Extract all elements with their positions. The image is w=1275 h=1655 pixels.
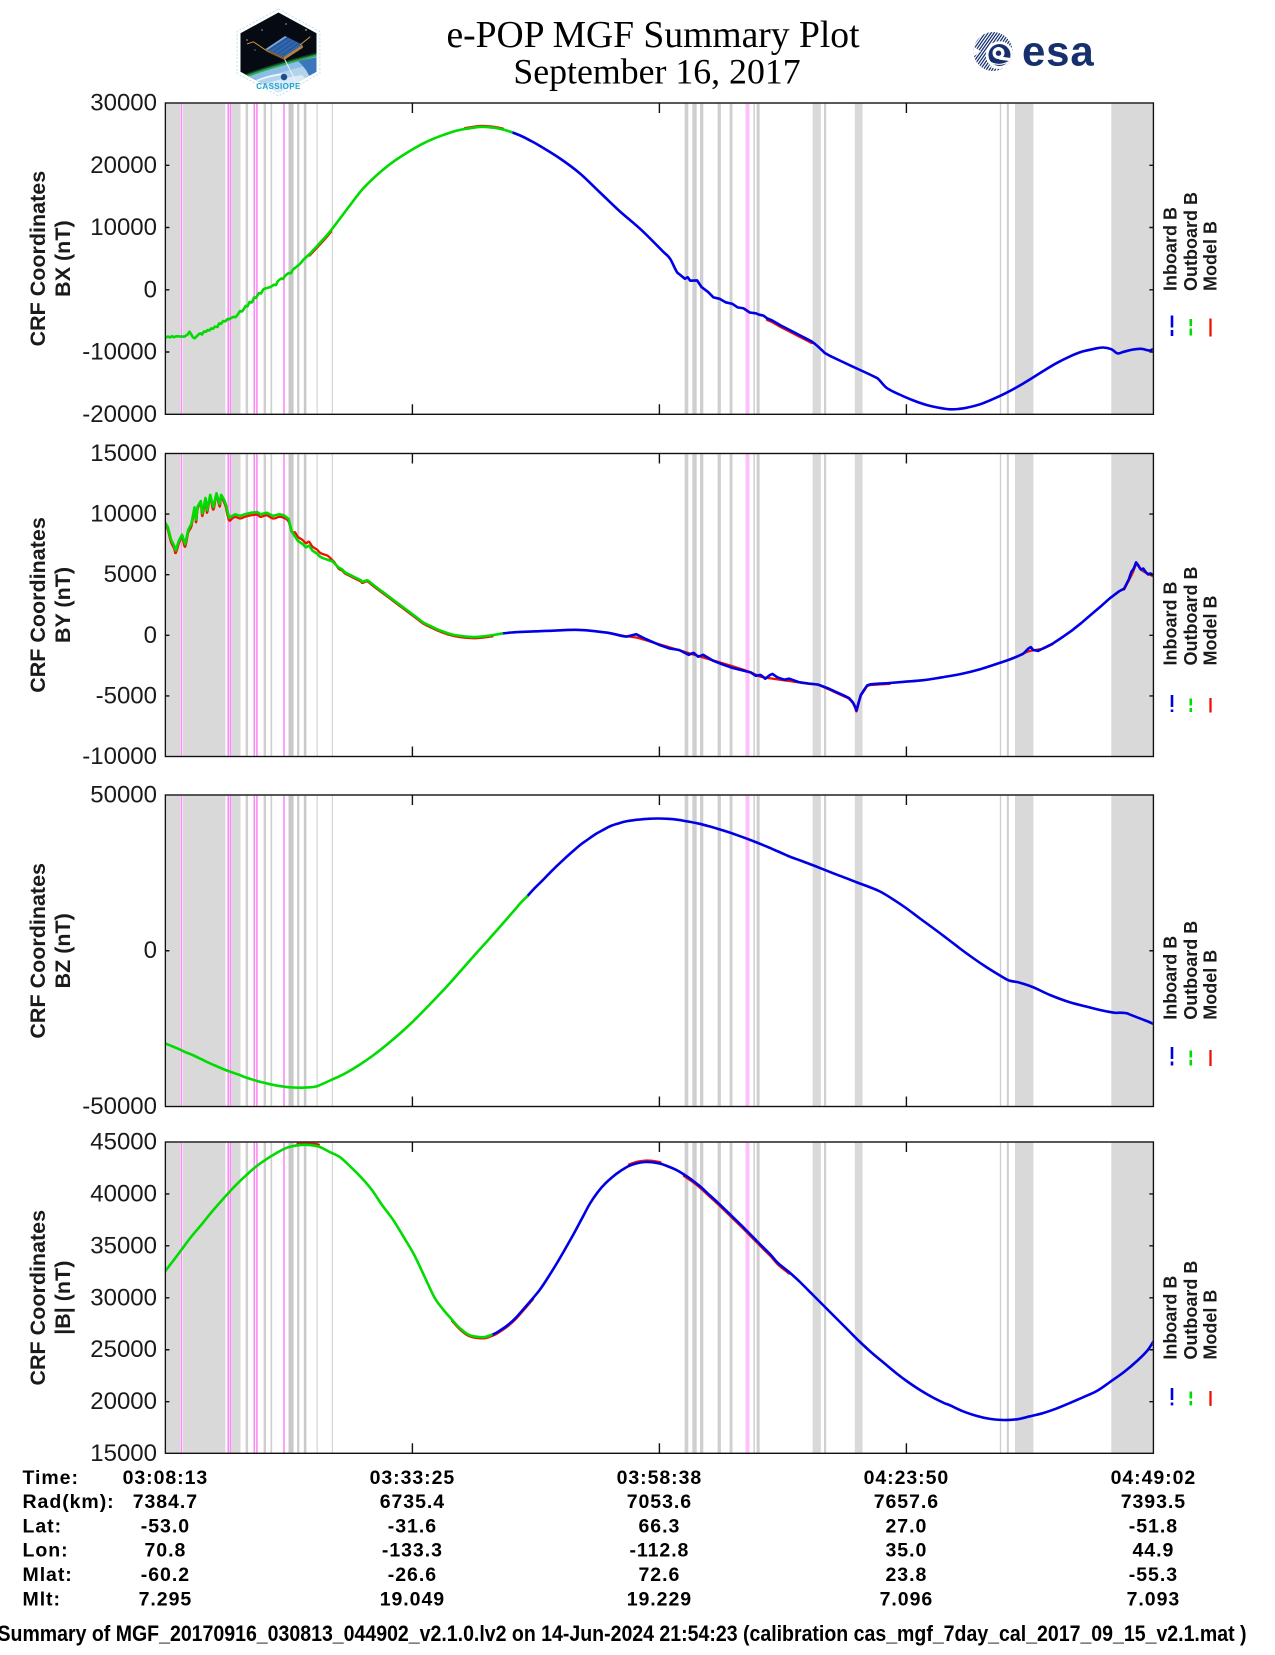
svg-text:04:49:02: 04:49:02 [1111,1467,1197,1489]
svg-text:CRF Coordinates: CRF Coordinates [26,517,50,693]
svg-text:Outboard B: Outboard B [1181,921,1201,1020]
svg-text:35.0: 35.0 [886,1540,928,1562]
svg-text:23.8: 23.8 [886,1564,928,1586]
svg-text:-53.0: -53.0 [141,1515,190,1537]
svg-text:-5000: -5000 [96,682,157,709]
svg-text:September 16, 2017: September 16, 2017 [513,52,800,92]
svg-text:CRF Coordinates: CRF Coordinates [26,863,50,1039]
svg-text:-10000: -10000 [82,339,157,366]
svg-text:0: 0 [144,276,157,303]
svg-text:-55.3: -55.3 [1129,1564,1178,1586]
svg-text:-10000: -10000 [82,743,157,770]
svg-text:Model B: Model B [1201,1290,1221,1360]
svg-text:03:33:25: 03:33:25 [370,1467,456,1489]
svg-text:7393.5: 7393.5 [1121,1491,1186,1513]
svg-text:0: 0 [144,937,157,964]
svg-text:27.0: 27.0 [886,1515,928,1537]
svg-text:04:23:50: 04:23:50 [864,1467,950,1489]
svg-text:Summary of MGF_20170916_030813: Summary of MGF_20170916_030813_044902_v2… [0,1621,1247,1646]
svg-text:10000: 10000 [90,214,157,241]
svg-text:7053.6: 7053.6 [627,1491,692,1513]
svg-text:-51.8: -51.8 [1129,1515,1178,1537]
svg-text:66.3: 66.3 [639,1515,681,1537]
svg-text:Inboard B: Inboard B [1161,936,1181,1020]
svg-text:-31.6: -31.6 [388,1515,437,1537]
svg-text:Outboard B: Outboard B [1181,192,1201,291]
svg-text:44.9: 44.9 [1133,1540,1175,1562]
svg-text:esa: esa [1022,28,1094,75]
svg-text:CRF Coordinates: CRF Coordinates [26,1210,50,1386]
svg-text:-60.2: -60.2 [141,1564,190,1586]
svg-text:7.096: 7.096 [880,1588,934,1610]
svg-text:45000: 45000 [90,1129,157,1156]
svg-text:70.8: 70.8 [145,1540,187,1562]
svg-text:Inboard B: Inboard B [1161,207,1181,291]
svg-text:-50000: -50000 [82,1093,157,1120]
svg-text:Rad(km):: Rad(km): [23,1491,115,1513]
svg-text:-112.8: -112.8 [629,1540,689,1562]
svg-text:Outboard B: Outboard B [1181,1261,1201,1360]
svg-text:|B| (nT): |B| (nT) [51,1261,75,1335]
svg-text:10000: 10000 [90,501,157,528]
svg-text:-133.3: -133.3 [382,1540,443,1562]
svg-text:19.229: 19.229 [627,1588,692,1610]
svg-text:Inboard B: Inboard B [1161,1276,1181,1360]
svg-text:CASSIOPE: CASSIOPE [256,82,301,91]
svg-text:40000: 40000 [90,1180,157,1207]
svg-text:Outboard B: Outboard B [1181,567,1201,666]
svg-text:Time:: Time: [23,1467,79,1489]
svg-text:BX (nT): BX (nT) [51,220,75,296]
svg-text:5000: 5000 [104,561,157,588]
svg-text:7384.7: 7384.7 [133,1491,198,1513]
svg-text:19.049: 19.049 [380,1588,445,1610]
svg-text:Inboard B: Inboard B [1161,582,1181,666]
svg-text:Model B: Model B [1201,596,1221,666]
svg-text:30000: 30000 [90,90,157,117]
svg-text:Lon:: Lon: [23,1540,69,1562]
svg-text:BY (nT): BY (nT) [51,567,75,643]
svg-text:-26.6: -26.6 [388,1564,437,1586]
svg-text:-20000: -20000 [82,401,157,428]
svg-text:6735.4: 6735.4 [380,1491,445,1513]
svg-text:Mlat:: Mlat: [23,1564,73,1586]
svg-text:35000: 35000 [90,1232,157,1259]
svg-text:7.093: 7.093 [1127,1588,1181,1610]
svg-text:50000: 50000 [90,782,157,809]
svg-text:Model B: Model B [1201,221,1221,291]
svg-text:20000: 20000 [90,152,157,179]
svg-text:Lat:: Lat: [23,1515,63,1537]
svg-text:20000: 20000 [90,1388,157,1415]
svg-text:e-POP MGF Summary Plot: e-POP MGF Summary Plot [446,15,860,56]
svg-text:15000: 15000 [90,1440,157,1467]
svg-text:Mlt:: Mlt: [23,1588,61,1610]
svg-text:03:08:13: 03:08:13 [123,1467,209,1489]
svg-text:30000: 30000 [90,1284,157,1311]
svg-text:15000: 15000 [90,440,157,467]
svg-text:0: 0 [144,622,157,649]
svg-text:72.6: 72.6 [639,1564,681,1586]
svg-text:25000: 25000 [90,1336,157,1363]
svg-text:7657.6: 7657.6 [874,1491,939,1513]
svg-text:03:58:38: 03:58:38 [617,1467,703,1489]
svg-text:CRF Coordinates: CRF Coordinates [26,171,50,347]
svg-text:BZ (nT): BZ (nT) [51,913,75,988]
svg-text:Model B: Model B [1201,950,1221,1020]
svg-text:7.295: 7.295 [139,1588,193,1610]
